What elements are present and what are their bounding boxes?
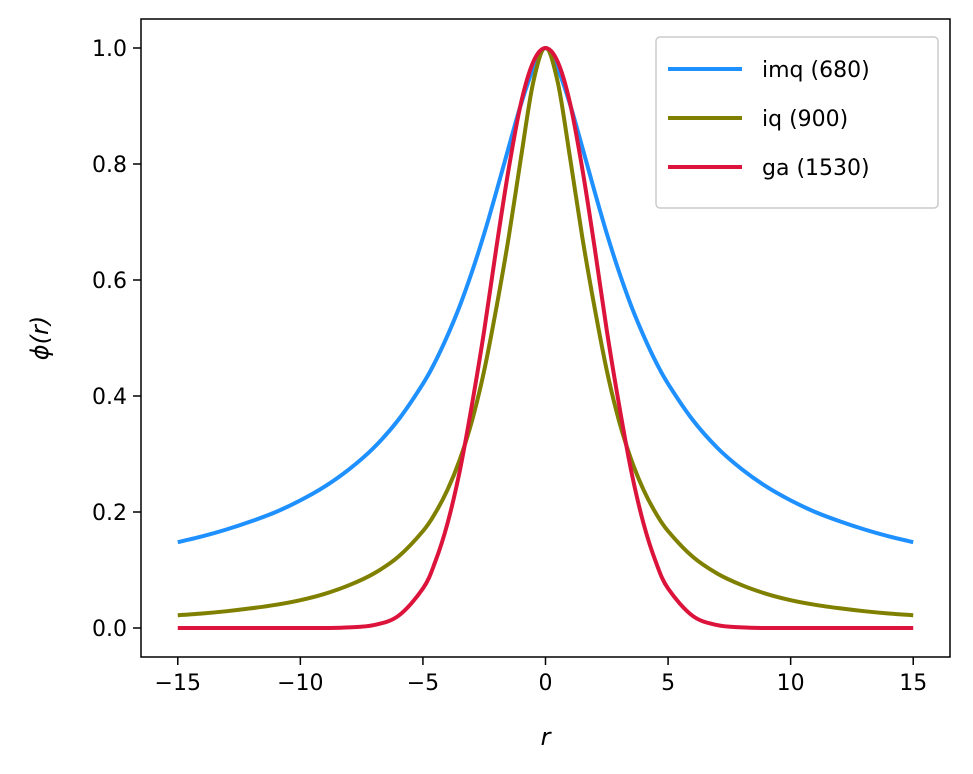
x-tick-label: 10 — [777, 671, 805, 696]
legend-entry: imq (680) — [762, 58, 870, 83]
y-axis-label: ϕ(r) — [26, 316, 54, 360]
y-tick-label: 1.0 — [92, 37, 127, 62]
series-line-2 — [177, 46, 914, 631]
x-tick-label: −15 — [155, 671, 201, 696]
x-tick-label: −10 — [277, 671, 323, 696]
legend-entry: ga (1530) — [762, 156, 870, 181]
legend: imq (680) iq (900) ga (1530) — [655, 36, 939, 209]
legend-entry: iq (900) — [762, 107, 848, 132]
x-tick-label: 15 — [899, 671, 927, 696]
x-axis-label: r — [541, 723, 553, 751]
y-tick-label: 0.0 — [92, 617, 127, 642]
y-tick-label: 0.8 — [92, 153, 127, 178]
x-tick-label: 5 — [661, 671, 675, 696]
y-tick-label: 0.4 — [92, 385, 127, 410]
x-tick-label: −5 — [407, 671, 439, 696]
x-tick-label: 0 — [539, 671, 553, 696]
y-tick-label: 0.6 — [92, 269, 127, 294]
y-tick-label: 0.2 — [92, 501, 127, 526]
